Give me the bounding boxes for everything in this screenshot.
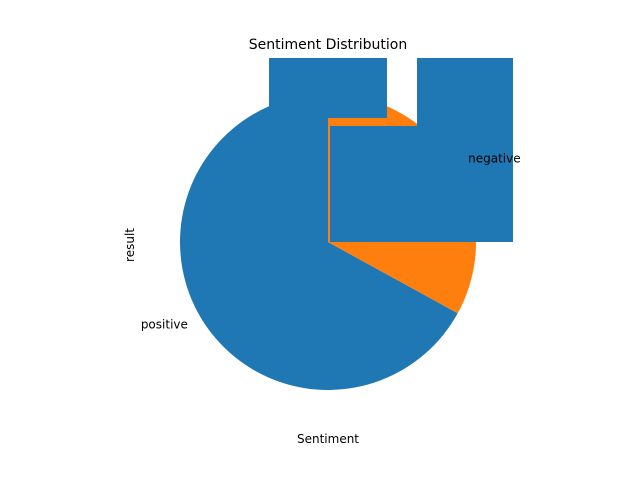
y-axis-label: result (123, 228, 137, 262)
artifact-block-left (269, 58, 387, 118)
x-axis-label: Sentiment (297, 432, 359, 446)
slice-labels: positive negative (141, 152, 521, 332)
slice-label-positive: positive (141, 317, 188, 331)
slice-label-negative: negative (468, 152, 520, 166)
pie-overdraw-artifact (269, 58, 513, 242)
chart-title: Sentiment Distribution (249, 37, 408, 53)
artifact-block-bottom (330, 126, 513, 242)
pie-slice-positive (179, 93, 458, 390)
